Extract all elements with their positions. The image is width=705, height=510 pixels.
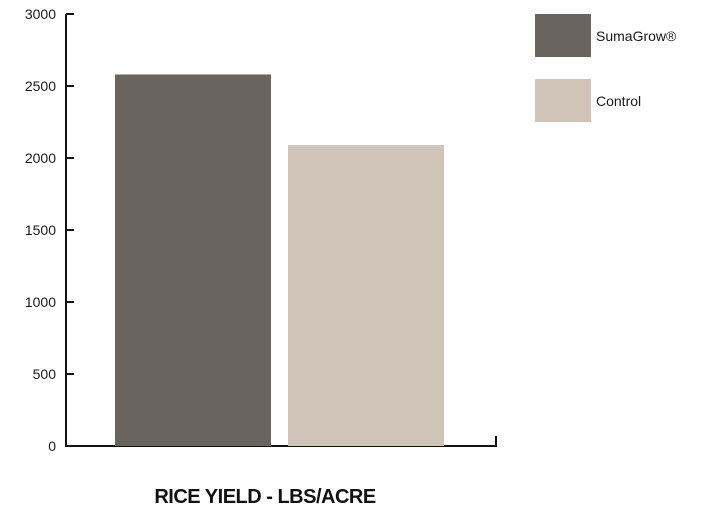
legend-label: SumaGrow® [596,28,677,44]
y-axis: 0 500 1000 1500 2000 2500 3000 [25,6,497,454]
legend-swatch [535,14,591,57]
y-tick-label: 1000 [25,294,56,310]
legend: SumaGrow® Control [535,14,677,122]
y-tick-label: 1500 [25,222,56,238]
y-tick-label: 3000 [25,6,56,22]
y-tick-label: 0 [48,438,56,454]
bar-control [288,145,444,447]
chart-title: RICE YIELD - LBS/ACRE [154,486,376,508]
bar-sumagrow [115,74,271,446]
y-tick-label: 2500 [25,78,56,94]
y-tick-label: 2000 [25,150,56,166]
bars [115,74,444,447]
legend-swatch [535,79,591,122]
legend-label: Control [596,93,641,109]
y-tick-label: 500 [33,366,57,382]
